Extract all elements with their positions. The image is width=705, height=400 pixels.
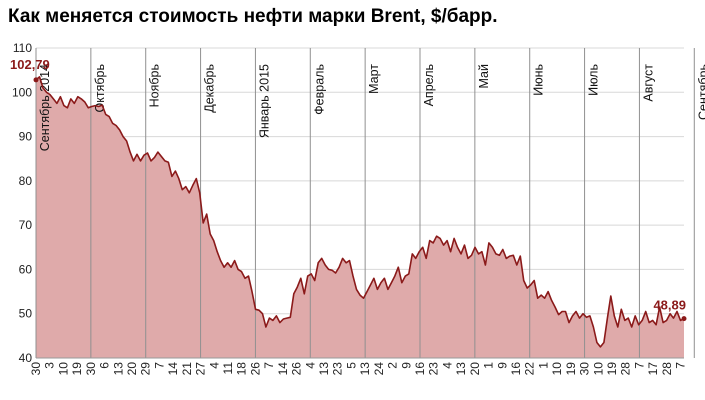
price-line [35,76,685,348]
x-tick-label: 30 [578,362,592,376]
x-tick-label: 19 [605,362,619,376]
x-tick-label: 23 [427,362,441,376]
x-tick-label: 30 [29,362,43,376]
x-tick-label: 26 [248,362,262,376]
x-tick-label: 10 [591,362,605,376]
x-tick-label: 6 [98,362,112,369]
x-tick-label: 14 [276,362,290,376]
month-label: Май [477,64,491,89]
x-tick-label: 5 [344,362,358,369]
month-label: Октябрь [93,64,107,112]
x-tick-label: 10 [56,362,70,376]
y-tick-label: 110 [13,41,32,55]
x-tick-label: 29 [139,362,153,376]
x-tick-label: 20 [125,362,139,376]
x-tick-label: 4 [207,362,221,369]
month-label: Ноябрь [148,64,162,107]
data-point-marker [681,316,687,322]
y-tick-label: 100 [12,85,32,99]
x-tick-label: 1 [482,362,496,369]
x-tick-label: 21 [180,362,194,376]
y-tick-label: 70 [19,218,33,232]
month-label: Январь 2015 [257,64,271,138]
x-tick-label: 14 [166,362,180,376]
month-label: Сентябрь [696,64,705,120]
x-tick-label: 28 [619,362,633,376]
x-tick-label: 7 [674,362,688,369]
x-tick-label: 18 [235,362,249,376]
y-tick-label: 60 [19,262,33,276]
x-tick-label: 19 [70,362,84,376]
month-label: Апрель [422,64,436,106]
month-label: Февраль [312,64,326,115]
x-tick-label: 2 [386,362,400,369]
x-tick-label: 4 [440,362,454,369]
x-tick-label: 16 [509,362,523,376]
x-tick-label: 27 [194,362,208,376]
value-annotation: 48,89 [653,298,686,313]
x-tick-label: 7 [152,362,166,369]
x-tick-label: 30 [84,362,98,376]
x-tick-label: 22 [523,362,537,376]
x-tick-label: 17 [646,362,660,376]
chart-title: Как меняется стоимость нефти марки Brent… [8,6,498,27]
x-tick-label: 19 [564,362,578,376]
x-tick-label: 7 [262,362,276,369]
x-tick-label: 11 [221,362,235,375]
x-tick-label: 24 [372,362,386,376]
month-label: Июнь [532,64,546,96]
x-tick-label: 1 [536,362,550,369]
x-tick-label: 3 [43,362,57,369]
x-tick-label: 9 [399,362,413,369]
month-label: Декабрь [203,64,217,113]
y-tick-label: 50 [19,307,33,321]
month-label: Март [367,64,381,94]
y-tick-label: 90 [19,130,33,144]
data-point-marker [33,77,39,83]
x-tick-label: 13 [454,362,468,376]
x-tick-label: 28 [660,362,674,376]
price-area [36,76,684,359]
x-tick-label: 13 [111,362,125,376]
value-annotation: 102,79 [10,57,50,72]
x-tick-label: 4 [303,362,317,369]
x-tick-label: 20 [468,362,482,376]
x-tick-label: 23 [331,362,345,376]
month-label: Август [641,64,655,102]
month-label: Июль [587,64,601,96]
x-tick-label: 13 [317,362,331,376]
y-tick-label: 40 [19,351,33,365]
x-tick-label: 26 [290,362,304,376]
y-tick-label: 80 [19,174,33,188]
x-tick-label: 7 [632,362,646,369]
x-tick-label: 16 [413,362,427,376]
x-tick-label: 9 [495,362,509,369]
x-tick-label: 13 [358,362,372,376]
x-tick-label: 10 [550,362,564,376]
